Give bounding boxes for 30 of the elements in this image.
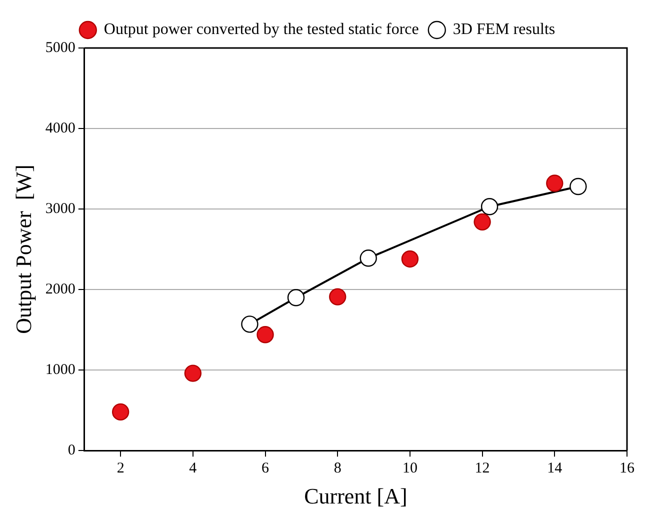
x-axis-title: Current [A] [304, 484, 408, 509]
y-tick-label: 4000 [45, 120, 76, 136]
x-tick-label: 4 [189, 460, 198, 477]
point [184, 364, 202, 382]
point [401, 250, 419, 268]
x-tick-label: 6 [262, 460, 270, 477]
x-tick-label: 16 [620, 460, 635, 477]
point [241, 316, 258, 333]
y-tick-label: 0 [68, 442, 76, 459]
point [570, 178, 587, 196]
point [256, 326, 274, 344]
point [480, 198, 498, 216]
point [474, 213, 491, 231]
y-tick-label: 2000 [45, 281, 76, 298]
x-tick-label: 10 [402, 460, 418, 477]
y-tick-label: 3000 [45, 200, 76, 217]
point [360, 250, 377, 267]
x-tick-label: 14 [547, 460, 563, 477]
x-tick-label: 8 [334, 460, 342, 477]
y-tick-label: 1000 [45, 362, 76, 378]
point [112, 403, 130, 421]
point [546, 174, 564, 192]
legend-label: Output power converted by the tested static force [104, 21, 419, 38]
point [287, 289, 305, 306]
point [329, 288, 346, 306]
y-axis-title: Output Power [W] [10, 164, 36, 334]
x-tick-label: 2 [116, 460, 124, 477]
x-tick-label: 12 [474, 460, 490, 477]
y-tick-label: 5000 [45, 40, 76, 56]
legend-label: 3D FEM results [452, 21, 556, 38]
